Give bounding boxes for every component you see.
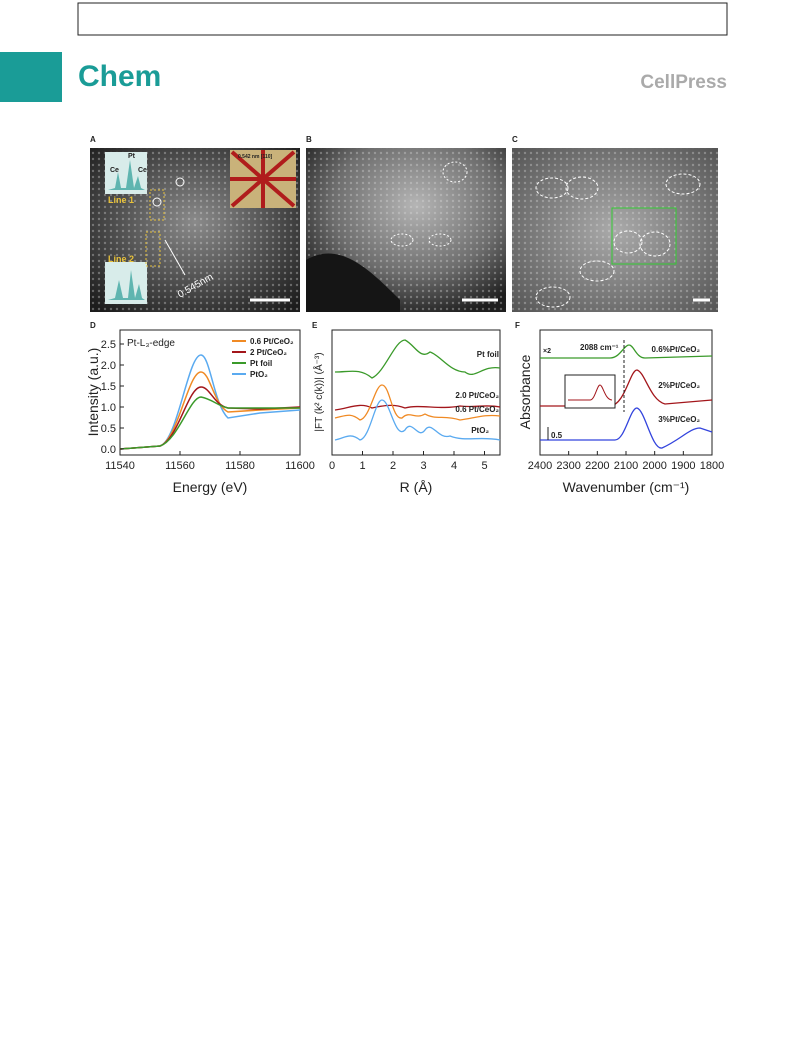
panel-label: C xyxy=(512,135,518,144)
curve-label: 2.0 Pt/CeO₂ xyxy=(455,391,499,400)
marker xyxy=(428,233,452,247)
lattice xyxy=(512,148,718,312)
factor-label: ×2 xyxy=(543,348,551,355)
ir-inset xyxy=(564,374,616,409)
legend-label: 2 Pt/CeO₂ xyxy=(250,348,287,357)
spectrum xyxy=(119,371,301,450)
eds-profile xyxy=(108,270,145,300)
ft-curve xyxy=(334,399,501,441)
ir-curve xyxy=(540,344,713,359)
plot-frame xyxy=(331,329,501,456)
marker xyxy=(175,177,185,187)
structure-bonds xyxy=(230,150,296,208)
x-tick-label: 1800 xyxy=(700,460,724,472)
spectrum xyxy=(119,354,301,450)
y-tick-label: 2.5 xyxy=(101,339,116,351)
legend-label: PtO₂ xyxy=(250,370,268,379)
spectrum xyxy=(119,386,301,450)
header-box xyxy=(77,2,728,36)
y-tick-label: 0.0 xyxy=(101,444,116,456)
marker xyxy=(613,230,643,254)
y-tick-label: 1.0 xyxy=(101,402,116,414)
panel-label: D xyxy=(90,321,96,330)
curve-label: Pt foil xyxy=(477,350,499,359)
x-tick-label: 2200 xyxy=(585,460,609,472)
journal-block xyxy=(0,52,62,102)
journal-name: Chem xyxy=(78,60,161,93)
publisher: CellPress xyxy=(640,72,727,93)
curve-label: 0.6%Pt/CeO₂ xyxy=(652,345,701,354)
marker xyxy=(535,286,571,308)
marker xyxy=(390,233,414,247)
curve-label: 3%Pt/CeO₂ xyxy=(658,415,700,424)
x-axis-title: Energy (eV) xyxy=(173,479,248,495)
edge-note: Pt-L₃-edge xyxy=(127,338,175,349)
peak-label: Ce xyxy=(138,167,147,174)
y-tick-label: 1.5 xyxy=(101,381,116,393)
legend-label: 0.6 Pt/CeO₂ xyxy=(250,337,294,346)
plot-frame xyxy=(119,329,301,456)
legend-label: Pt foil xyxy=(250,359,272,368)
marker xyxy=(665,173,701,195)
marker xyxy=(535,177,569,199)
x-tick-label: 4 xyxy=(451,460,457,472)
x-tick-label: 11600 xyxy=(285,460,315,472)
line-label: Line 1 xyxy=(108,195,134,205)
inset-caption: 0.542 nm [110] xyxy=(238,154,273,160)
x-tick-label: 1 xyxy=(359,460,365,472)
x-tick-label: 11540 xyxy=(105,460,135,472)
y-axis-title: |FT (k² c(k))| (Å⁻³) xyxy=(312,352,325,431)
ft-curve xyxy=(334,339,501,379)
curve-label: PtO₂ xyxy=(471,426,489,435)
x-tick-label: 3 xyxy=(420,460,426,472)
panel-label: A xyxy=(90,135,96,144)
peak-label: 2088 cm⁻¹ xyxy=(580,343,619,352)
measure-line xyxy=(164,239,186,276)
x-tick-label: 2000 xyxy=(642,460,666,472)
x-tick-label: 2100 xyxy=(614,460,638,472)
y-tick-label: 0.5 xyxy=(101,423,116,435)
eds-profile xyxy=(108,160,145,190)
line-box xyxy=(149,189,165,221)
y-axis-title: Absorbance xyxy=(517,354,533,429)
x-tick-label: 1900 xyxy=(671,460,695,472)
x-tick-label: 11580 xyxy=(225,460,255,472)
x-tick-label: 2300 xyxy=(556,460,580,472)
panel-label: E xyxy=(312,321,318,330)
peak-label: Pt xyxy=(128,153,136,160)
zoom-box xyxy=(611,207,677,265)
marker xyxy=(565,176,599,200)
x-axis-title: R (Å) xyxy=(400,479,433,495)
vacuum-region xyxy=(306,253,400,312)
peak-label: Ce xyxy=(110,167,119,174)
x-tick-label: 2400 xyxy=(528,460,552,472)
x-tick-label: 0 xyxy=(329,460,335,472)
ft-curve xyxy=(334,404,501,411)
ft-curve xyxy=(334,384,501,421)
spectrum xyxy=(119,396,300,450)
marker xyxy=(442,161,468,183)
curve-label: 0.6 Pt/CeO₂ xyxy=(455,405,499,414)
x-tick-label: 11560 xyxy=(165,460,195,472)
y-tick-label: 2.0 xyxy=(101,360,116,372)
ir-inset-curve xyxy=(568,384,613,401)
marker xyxy=(152,197,162,207)
marker xyxy=(579,260,615,282)
panel-label: F xyxy=(515,321,520,330)
marker xyxy=(639,231,671,257)
ir-curve xyxy=(540,369,713,407)
x-axis-title: Wavenumber (cm⁻¹) xyxy=(563,479,690,495)
x-tick-label: 5 xyxy=(481,460,487,472)
x-tick-label: 2 xyxy=(390,460,396,472)
line-label: Line 2 xyxy=(108,254,134,264)
curve-label: 2%Pt/CeO₂ xyxy=(658,381,700,390)
ir-curve xyxy=(540,407,713,449)
panel-label: B xyxy=(306,135,312,144)
scale-label: 0.5 xyxy=(551,431,563,440)
y-axis-title: Intensity (a.u.) xyxy=(85,348,101,437)
